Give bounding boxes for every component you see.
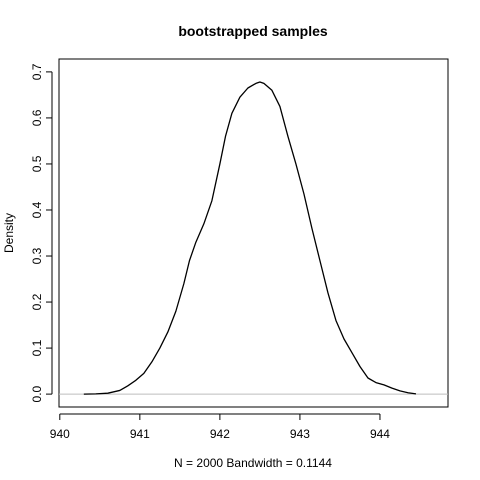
x-tick-label: 943 bbox=[290, 427, 310, 441]
y-tick-label: 0.1 bbox=[30, 339, 44, 356]
y-tick-label: 0.0 bbox=[30, 385, 44, 402]
y-tick-label: 0.7 bbox=[30, 63, 44, 80]
y-tick-label: 0.5 bbox=[30, 155, 44, 172]
x-tick-label: 940 bbox=[50, 427, 70, 441]
x-tick-label: 942 bbox=[210, 427, 230, 441]
x-axis-label: N = 2000 Bandwidth = 0.1144 bbox=[174, 456, 332, 470]
x-tick-label: 944 bbox=[370, 427, 390, 441]
y-tick-label: 0.3 bbox=[30, 247, 44, 264]
density-curve bbox=[83, 81, 417, 395]
y-tick-label: 0.2 bbox=[30, 293, 44, 310]
chart-title: bootstrapped samples bbox=[178, 23, 328, 39]
plot-frame bbox=[58, 58, 449, 408]
y-axis: 0.0 0.1 0.2 0.3 0.4 0.5 0.6 0.7 bbox=[30, 63, 53, 402]
y-tick-label: 0.4 bbox=[30, 201, 44, 218]
x-axis: 940 941 942 943 944 bbox=[50, 413, 390, 441]
y-tick-label: 0.6 bbox=[30, 109, 44, 126]
y-axis-label: Density bbox=[2, 213, 16, 253]
x-tick-label: 941 bbox=[130, 427, 150, 441]
